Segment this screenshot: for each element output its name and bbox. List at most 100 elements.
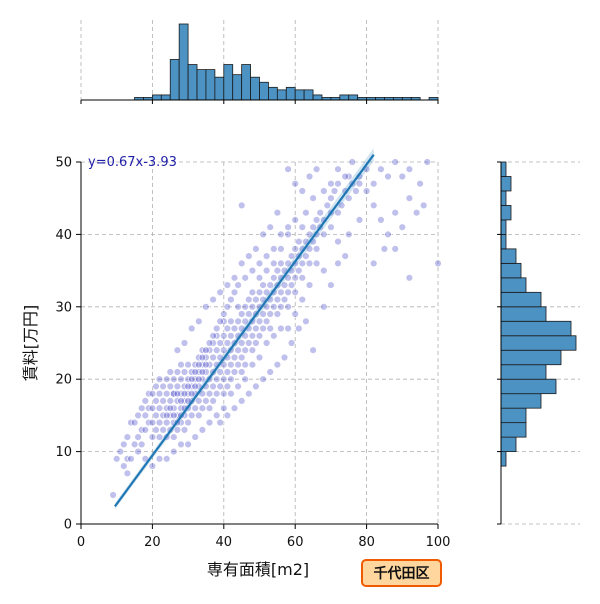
- x-tick-label: 100: [426, 535, 451, 550]
- scatter-point: [223, 382, 232, 391]
- scatter-point: [180, 339, 189, 347]
- right-hist-bar: [500, 176, 512, 192]
- regression-line: [114, 154, 375, 508]
- scatter-point: [195, 317, 203, 325]
- scatter-point: [245, 390, 253, 398]
- right-hist-bar: [500, 262, 522, 279]
- scatter-point: [262, 252, 271, 260]
- scatter-point: [384, 172, 392, 181]
- scatter-point: [327, 194, 335, 202]
- scatter-point: [177, 361, 185, 369]
- right-hist-bar: [500, 422, 527, 438]
- scatter-point: [270, 303, 278, 311]
- scatter-point: [191, 433, 199, 441]
- scatter-point: [245, 252, 253, 260]
- scatter-point: [223, 411, 232, 420]
- scatter-point: [166, 397, 175, 405]
- scatter-point: [284, 223, 292, 231]
- right-hist-bar: [500, 291, 542, 308]
- scatter-point: [241, 375, 249, 383]
- right-hist-bar: [500, 306, 547, 322]
- scatter-point: [223, 368, 232, 376]
- scatter-point: [405, 274, 414, 282]
- scatter-point: [252, 245, 260, 253]
- scatter-point: [277, 245, 285, 253]
- scatter-point: [423, 158, 431, 166]
- scatter-point: [284, 324, 292, 333]
- scatter-point: [248, 361, 257, 369]
- scatter-point: [138, 440, 146, 449]
- scatter-point: [191, 404, 199, 412]
- right-hist-bar: [500, 277, 527, 293]
- scatter-point: [163, 411, 171, 420]
- scatter-point: [405, 194, 414, 202]
- scatter-point: [177, 397, 185, 405]
- scatter-point: [234, 346, 242, 354]
- scatter-point: [220, 375, 228, 383]
- scatter-point: [252, 382, 260, 391]
- scatter-point: [295, 266, 303, 275]
- scatter-point: [284, 230, 292, 239]
- scatter-point: [259, 310, 267, 318]
- scatter-point: [216, 288, 224, 296]
- scatter-point: [238, 310, 246, 318]
- scatter-point: [298, 259, 306, 268]
- scatter-point: [248, 266, 257, 275]
- scatter-point: [227, 332, 235, 340]
- scatter-point: [216, 339, 224, 347]
- scatter-point: [273, 266, 282, 275]
- top-hist-bar: [348, 94, 359, 101]
- y-tick-label: 50: [55, 156, 72, 171]
- scatter-point: [241, 303, 249, 311]
- scatter-point: [241, 361, 249, 369]
- scatter-point: [295, 324, 303, 333]
- scatter-point: [377, 216, 385, 224]
- regression-equation-label: y=0.67x-3.93: [88, 155, 177, 170]
- y-axis-label: 賃料[万円]: [21, 305, 40, 382]
- scatter-point: [195, 411, 203, 420]
- scatter-point: [345, 194, 353, 202]
- scatter-point: [230, 288, 239, 296]
- scatter-point: [241, 317, 249, 325]
- top-hist-bar: [205, 69, 216, 101]
- scatter-point: [152, 411, 160, 420]
- scatter-point: [270, 245, 278, 253]
- scatter-point: [334, 165, 342, 173]
- scatter-point: [216, 382, 224, 391]
- scatter-point: [202, 303, 210, 311]
- scatter-point: [391, 245, 399, 253]
- scatter-point: [262, 266, 271, 275]
- scatter-point: [302, 209, 310, 217]
- x-tick-label: 60: [287, 535, 304, 550]
- right-hist-bar: [500, 161, 507, 177]
- scatter-point: [213, 324, 221, 333]
- scatter-point: [405, 165, 414, 173]
- scatter-point: [148, 390, 157, 398]
- scatter-point: [195, 361, 203, 369]
- scatter-point: [234, 361, 242, 369]
- scatter-point: [177, 440, 185, 449]
- scatter-point: [291, 288, 299, 296]
- scatter-point: [277, 324, 285, 333]
- y-tick-label: 10: [55, 445, 72, 460]
- scatter-point: [155, 404, 164, 412]
- scatter-point: [134, 411, 142, 420]
- scatter-point: [277, 230, 285, 239]
- scatter-point: [327, 180, 335, 188]
- area-badge: 千代田区: [361, 559, 442, 587]
- top-hist-bar: [196, 69, 207, 101]
- top-hist-bar: [223, 64, 234, 101]
- scatter-point: [138, 404, 146, 412]
- scatter-point: [252, 339, 260, 347]
- y-tick-label: 20: [55, 373, 72, 388]
- scatter-point: [312, 259, 321, 268]
- scatter-point: [320, 303, 328, 311]
- right-hist-bar: [500, 205, 512, 221]
- top-hist-bar: [160, 94, 171, 101]
- scatter-point: [152, 382, 160, 391]
- scatter-point: [320, 266, 328, 275]
- scatter-point: [391, 209, 399, 217]
- scatter-point: [166, 404, 175, 412]
- scatter-point: [305, 281, 314, 289]
